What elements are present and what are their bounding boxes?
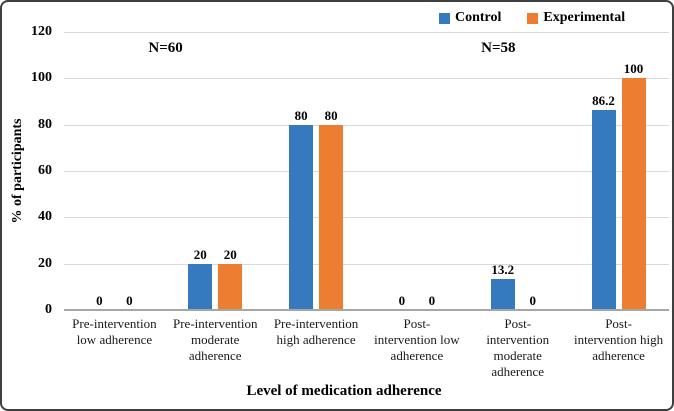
bar-control (289, 124, 314, 310)
category-label: Post- intervention high adherence (573, 316, 664, 363)
x-axis-title: Level of medication adherence (246, 383, 442, 399)
legend-label-control: Control (455, 10, 502, 25)
bar-unit-experimental: 0 (117, 32, 141, 310)
gridline (64, 171, 669, 172)
bar-value-label: 20 (223, 246, 237, 262)
bar-value-label: 20 (193, 246, 207, 262)
bar-experimental (621, 78, 646, 310)
category-label: Post- intervention moderate adherence (486, 316, 550, 379)
gridline (64, 263, 669, 265)
legend-label-experimental: Experimental (543, 10, 626, 25)
bar-groups: 0 0 20 20 80 80 0 0 13.2 0 86.2 100 (64, 32, 669, 310)
category-label: Post- intervention low adherence (374, 316, 460, 363)
bar-unit-experimental: 20 (218, 32, 243, 310)
bar-value-label: 0 (96, 293, 103, 308)
gridline (64, 78, 669, 80)
bar-group: 80 80 (266, 32, 367, 310)
bar-value-label: 100 (623, 61, 644, 77)
y-axis-title: % of participants (10, 118, 25, 224)
plot-area: 0 20 40 60 80 100 120 0 0 20 20 80 80 0 0 13.2 0 86.2 100 N… (31, 24, 669, 317)
bar-unit-experimental: 80 (319, 32, 344, 310)
bar-group: 20 20 (165, 32, 266, 310)
bar-unit-control: 20 (188, 32, 213, 310)
bar-control (490, 279, 515, 310)
experimental-swatch-icon (527, 12, 539, 24)
bar-value-label: 80 (294, 107, 308, 123)
bar-group: 13.2 0 (467, 32, 568, 310)
bar-value-label: 80 (324, 107, 338, 123)
bar-experimental (218, 263, 243, 310)
y-tick-label: 120 (31, 24, 52, 39)
legend: Control Experimental (439, 10, 625, 26)
y-tick-label: 20 (38, 255, 52, 271)
bar-unit-control: 13.2 (490, 32, 515, 310)
bar-value-label: 13.2 (491, 262, 515, 278)
bar-unit-control: 0 (87, 32, 111, 310)
bar-value-label: 0 (126, 293, 133, 308)
category-label: Pre-intervention moderate adherence (173, 316, 258, 363)
bar-experimental (319, 124, 344, 310)
bar-unit-experimental: 100 (621, 32, 646, 310)
category-label: Pre-intervention high adherence (273, 316, 359, 347)
bar-unit-control: 80 (289, 32, 314, 310)
bar-group: 86.2 100 (568, 32, 669, 310)
legend-item-control: Control (439, 10, 501, 26)
y-tick-label: 80 (38, 116, 52, 132)
bar-unit-experimental: 0 (521, 32, 545, 310)
bar-control (188, 263, 213, 310)
category-axis: Pre-intervention low adherence Pre-interv… (64, 316, 669, 380)
bar-unit-experimental: 0 (420, 32, 444, 310)
bar-unit-control: 0 (390, 32, 414, 310)
category-label: Pre-intervention low adherence (72, 316, 157, 347)
annotation-n-right: N=58 (481, 40, 516, 56)
legend-item-experimental: Experimental (527, 10, 625, 26)
y-tick-label: 0 (45, 302, 52, 317)
y-tick-label: 100 (31, 70, 52, 86)
control-swatch-icon (439, 12, 450, 24)
gridline (64, 32, 669, 33)
bar-unit-control: 86.2 (591, 32, 616, 310)
bar-value-label: 86.2 (592, 93, 615, 109)
x-axis-line (64, 309, 669, 311)
bar-control (591, 110, 616, 310)
y-tick-label: 40 (38, 209, 52, 225)
annotation-n-left: N=60 (148, 40, 183, 56)
bar-value-label: 0 (428, 293, 436, 308)
y-tick-label: 60 (38, 163, 52, 178)
bar-value-label: 0 (398, 293, 406, 308)
bar-value-label: 0 (529, 293, 536, 308)
gridline (64, 217, 669, 219)
gridline (64, 124, 669, 126)
